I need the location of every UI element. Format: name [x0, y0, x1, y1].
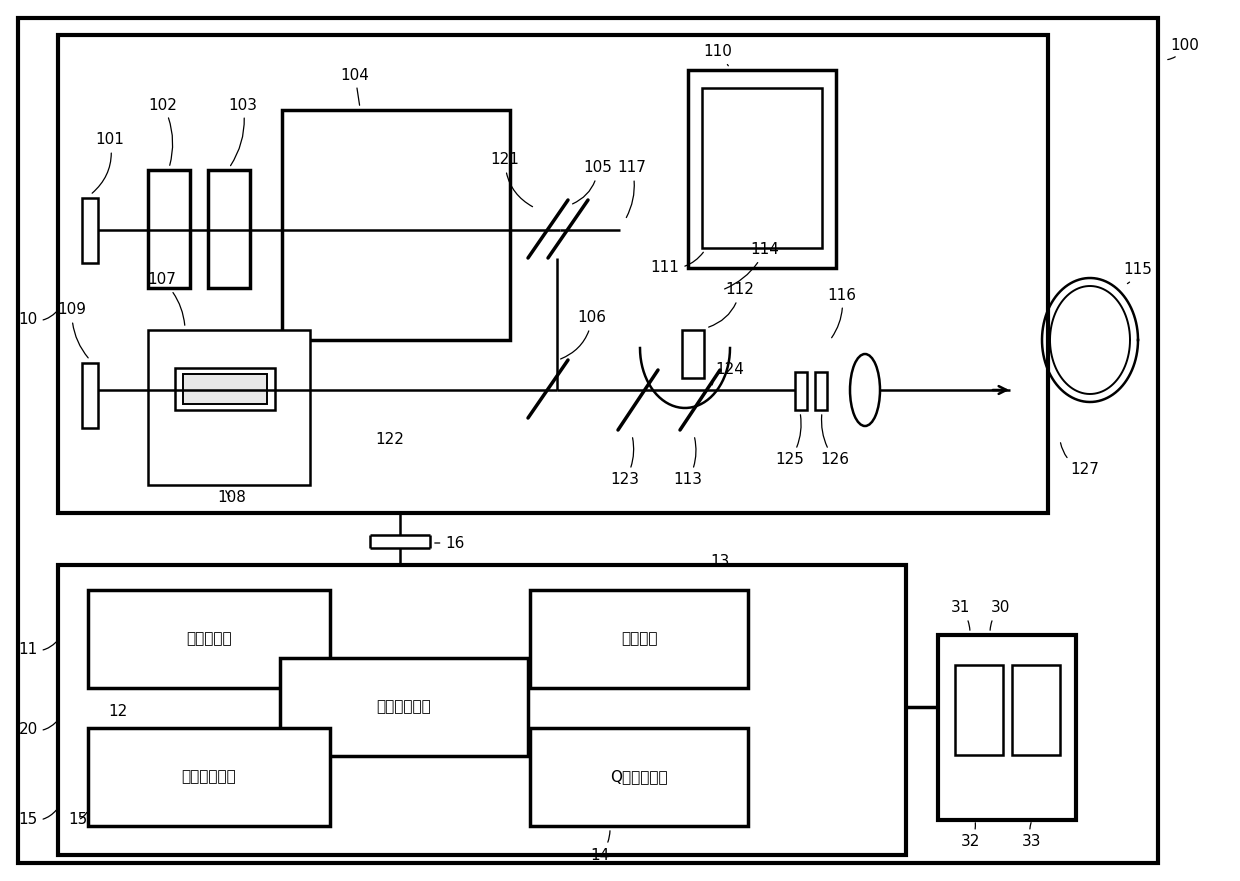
Bar: [815, 372, 827, 410]
Text: 14: 14: [590, 831, 610, 862]
Text: 激光驱动器二: 激光驱动器二: [181, 769, 237, 784]
Text: 105: 105: [573, 160, 613, 204]
Bar: [88, 728, 330, 826]
Bar: [148, 170, 190, 288]
Text: 111: 111: [651, 252, 703, 276]
Text: 101: 101: [92, 132, 124, 193]
Text: 121: 121: [491, 152, 532, 207]
Text: 109: 109: [57, 302, 88, 358]
Bar: [795, 372, 807, 410]
Bar: [58, 565, 906, 855]
Text: 11: 11: [19, 642, 56, 657]
Bar: [688, 70, 836, 268]
Text: 126: 126: [821, 415, 849, 468]
Bar: [281, 110, 510, 340]
Text: 30: 30: [990, 601, 1009, 630]
Text: 124: 124: [712, 362, 744, 385]
Text: 15: 15: [19, 811, 56, 827]
Text: 117: 117: [618, 160, 646, 218]
Bar: [82, 363, 98, 428]
Bar: [529, 728, 748, 826]
Ellipse shape: [849, 354, 880, 426]
Bar: [208, 170, 250, 288]
Text: 104: 104: [341, 68, 370, 105]
Bar: [1012, 665, 1060, 755]
Text: 33: 33: [1022, 823, 1042, 849]
Bar: [937, 635, 1076, 820]
Text: 16: 16: [435, 536, 465, 551]
Text: 127: 127: [1060, 443, 1100, 478]
Bar: [175, 368, 275, 410]
Text: 112: 112: [708, 283, 754, 327]
Bar: [82, 198, 98, 263]
Text: 123: 123: [610, 438, 640, 487]
Text: 激光驱动器一: 激光驱动器一: [377, 700, 432, 714]
Text: 102: 102: [149, 98, 177, 166]
Bar: [702, 88, 822, 248]
Text: 107: 107: [148, 272, 185, 325]
Text: 20: 20: [19, 722, 56, 737]
Text: 110: 110: [703, 45, 733, 66]
Text: Q开关驱动器: Q开关驱动器: [610, 769, 668, 784]
Bar: [58, 35, 1048, 513]
Text: 116: 116: [827, 287, 857, 337]
Text: 100: 100: [1168, 38, 1199, 60]
Bar: [184, 374, 267, 404]
Bar: [529, 590, 748, 688]
Text: 温度控制器: 温度控制器: [186, 632, 232, 647]
Bar: [280, 658, 528, 756]
Text: 31: 31: [950, 601, 970, 630]
Text: 115: 115: [1123, 263, 1152, 284]
Bar: [682, 330, 704, 378]
Text: 114: 114: [724, 242, 780, 289]
Text: 103: 103: [228, 98, 258, 166]
Text: 113: 113: [673, 438, 703, 487]
Text: 122: 122: [376, 433, 404, 448]
Text: 冷却系统: 冷却系统: [621, 632, 657, 647]
Bar: [955, 665, 1003, 755]
Bar: [88, 590, 330, 688]
Text: 13: 13: [702, 554, 729, 569]
Text: 125: 125: [775, 415, 805, 468]
Text: 32: 32: [960, 823, 980, 849]
Text: 15: 15: [68, 812, 88, 827]
Text: 106: 106: [560, 310, 606, 359]
Text: 12: 12: [108, 705, 128, 720]
Text: 10: 10: [19, 312, 56, 328]
Text: 108: 108: [217, 491, 247, 506]
Bar: [148, 330, 310, 485]
